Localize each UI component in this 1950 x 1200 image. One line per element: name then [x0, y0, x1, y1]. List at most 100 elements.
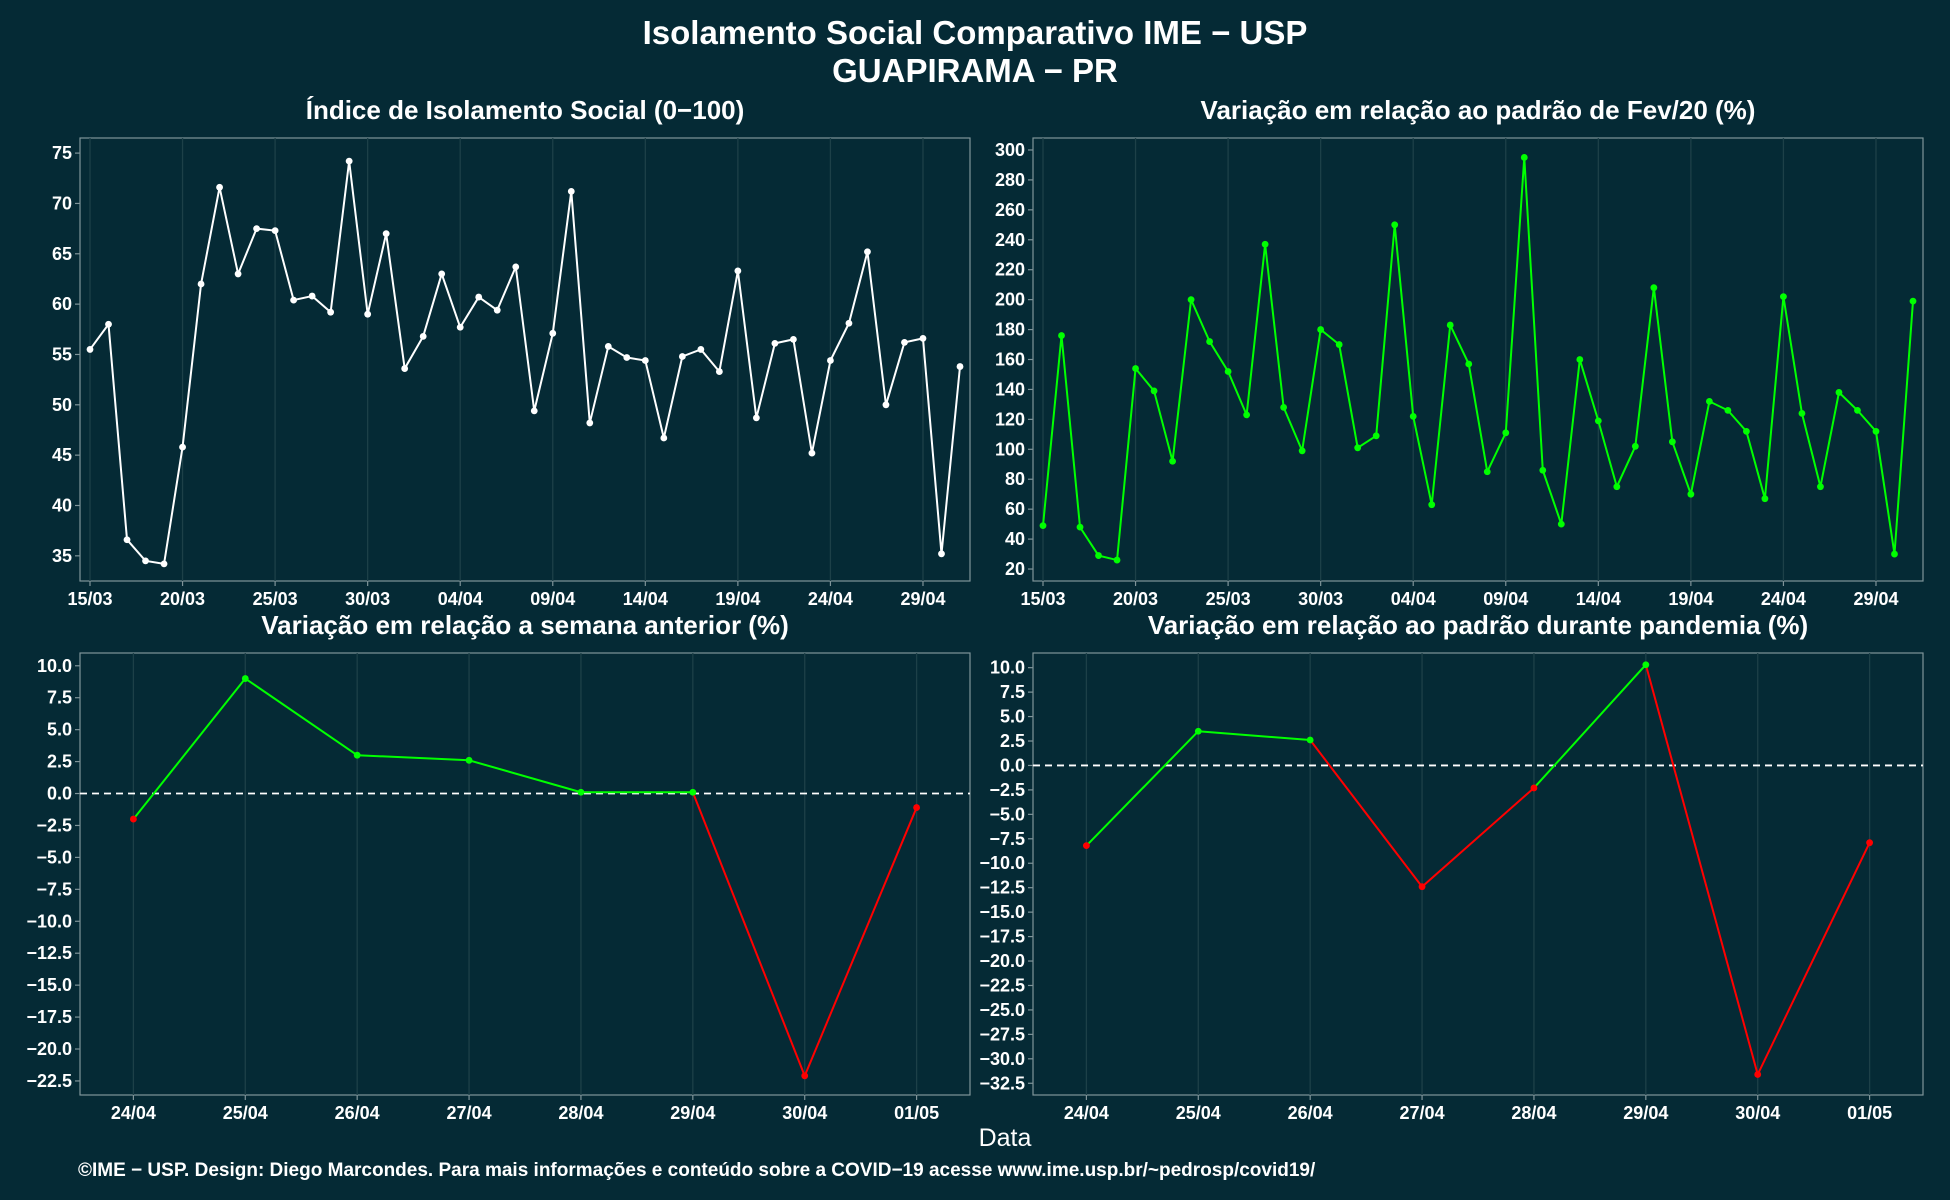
data-point	[845, 319, 853, 327]
data-point	[549, 329, 557, 337]
data-point	[956, 363, 964, 370]
x-tick-label: 24/04	[1761, 589, 1806, 609]
data-point	[1705, 398, 1713, 405]
x-tick-label: 14/04	[1576, 589, 1621, 609]
data-point	[1039, 522, 1047, 530]
series-segment	[468, 759, 582, 794]
x-tick-label: 04/04	[1391, 589, 1436, 609]
data-point	[1642, 661, 1650, 669]
y-tick-label: 200	[995, 290, 1025, 310]
y-tick-label: 160	[995, 350, 1025, 370]
data-point	[604, 343, 612, 350]
data-point	[641, 357, 649, 364]
data-point	[586, 419, 594, 427]
y-tick-label: −7.5	[989, 829, 1025, 849]
data-point	[919, 334, 927, 342]
x-tick-label: 26/04	[1288, 1103, 1333, 1123]
series-segment	[1198, 730, 1311, 742]
y-tick-label: 80	[1005, 469, 1025, 489]
series-segment	[1085, 730, 1200, 847]
y-tick-label: −32.5	[979, 1073, 1025, 1093]
series-segment	[1421, 787, 1535, 888]
data-point	[419, 332, 427, 340]
y-tick-label: 60	[1005, 499, 1025, 519]
series-segment	[803, 807, 918, 1077]
data-point	[401, 365, 409, 372]
x-tick-label: 30/03	[345, 589, 390, 609]
data-point	[234, 270, 242, 278]
data-point	[623, 354, 631, 361]
y-tick-label: 0.0	[47, 784, 72, 804]
data-point	[86, 346, 94, 353]
y-tick-label: 20	[1005, 559, 1025, 579]
data-point	[1576, 356, 1584, 363]
y-tick-label: 100	[995, 439, 1025, 459]
data-point	[290, 296, 298, 304]
y-tick-label: −15.0	[979, 902, 1025, 922]
y-tick-label: −10.0	[26, 911, 72, 931]
data-point	[913, 804, 920, 811]
data-point	[105, 320, 112, 328]
panel-title: Variação em relação ao padrão durante pa…	[1148, 610, 1808, 640]
data-point	[1306, 736, 1314, 744]
y-tick-label: 45	[52, 445, 72, 465]
y-tick-label: −20.0	[979, 951, 1025, 971]
y-tick-label: −25.0	[979, 1000, 1025, 1020]
x-tick-label: 29/04	[1853, 589, 1898, 609]
y-tick-label: 300	[995, 140, 1025, 160]
data-point	[253, 225, 260, 233]
data-point	[123, 536, 131, 544]
y-tick-label: 140	[995, 379, 1025, 399]
data-point	[827, 357, 834, 364]
data-point	[1613, 483, 1621, 491]
series-segment	[1644, 664, 1759, 1075]
y-tick-label: 220	[995, 260, 1025, 280]
y-tick-label: −30.0	[979, 1049, 1025, 1069]
data-point	[438, 270, 446, 278]
y-tick-label: 10.0	[990, 658, 1025, 678]
x-tick-label: 25/03	[1206, 589, 1251, 609]
y-tick-label: −2.5	[36, 815, 72, 835]
data-point	[142, 557, 149, 565]
data-point	[1335, 341, 1343, 348]
data-point	[530, 407, 538, 415]
series-segment	[1309, 739, 1423, 888]
x-tick-label: 27/04	[447, 1103, 492, 1123]
x-axis-title: Data	[979, 1124, 1032, 1152]
data-point	[1530, 784, 1538, 792]
x-tick-label: 19/04	[1668, 589, 1713, 609]
x-tick-label: 29/04	[900, 589, 945, 609]
y-tick-label: 180	[995, 320, 1025, 340]
data-point	[864, 248, 871, 256]
x-tick-label: 30/04	[1735, 1103, 1780, 1123]
y-tick-label: −27.5	[979, 1024, 1025, 1044]
x-tick-label: 28/04	[1511, 1103, 1556, 1123]
data-point	[382, 230, 390, 238]
data-point	[1483, 468, 1491, 476]
data-point	[465, 756, 473, 764]
x-tick-label: 27/04	[1400, 1103, 1445, 1123]
y-tick-label: 35	[52, 546, 72, 566]
footer-credits: ©IME − USP. Design: Diego Marcondes. Par…	[78, 1160, 1316, 1181]
data-point	[1058, 332, 1065, 339]
y-tick-label: −7.5	[36, 879, 72, 899]
data-point	[801, 1072, 809, 1080]
y-tick-label: 2.5	[47, 752, 72, 772]
y-tick-label: 240	[995, 230, 1025, 250]
x-tick-label: 09/04	[530, 589, 575, 609]
data-point	[660, 434, 668, 442]
data-point	[1891, 550, 1898, 558]
data-point	[1261, 240, 1269, 248]
y-tick-label: −5.0	[989, 804, 1025, 824]
data-point	[1817, 483, 1824, 491]
series-segment	[357, 754, 470, 762]
data-point	[1194, 727, 1202, 735]
x-tick-label: 25/03	[253, 589, 298, 609]
data-point	[678, 353, 686, 360]
panel-variation-previous-week: Variação em relação a semana anterior (%…	[26, 610, 971, 1123]
series-segment	[244, 677, 358, 757]
x-tick-label: 29/04	[1623, 1103, 1668, 1123]
data-point	[1724, 406, 1732, 414]
x-tick-label: 28/04	[558, 1103, 603, 1123]
data-point	[901, 338, 908, 346]
